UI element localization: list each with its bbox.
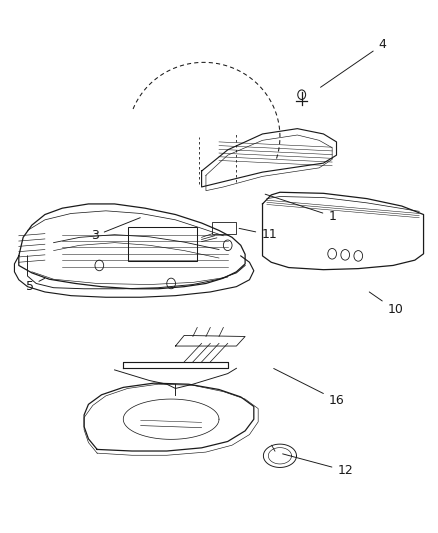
Bar — [127, 227, 197, 261]
Text: 4: 4 — [321, 38, 386, 87]
Text: 1: 1 — [265, 194, 336, 223]
Text: 16: 16 — [274, 368, 344, 407]
Text: 12: 12 — [283, 454, 353, 477]
Text: 5: 5 — [26, 278, 45, 293]
Text: 3: 3 — [91, 217, 140, 242]
Bar — [212, 222, 237, 233]
Text: 11: 11 — [239, 228, 277, 241]
Text: 10: 10 — [369, 292, 403, 317]
